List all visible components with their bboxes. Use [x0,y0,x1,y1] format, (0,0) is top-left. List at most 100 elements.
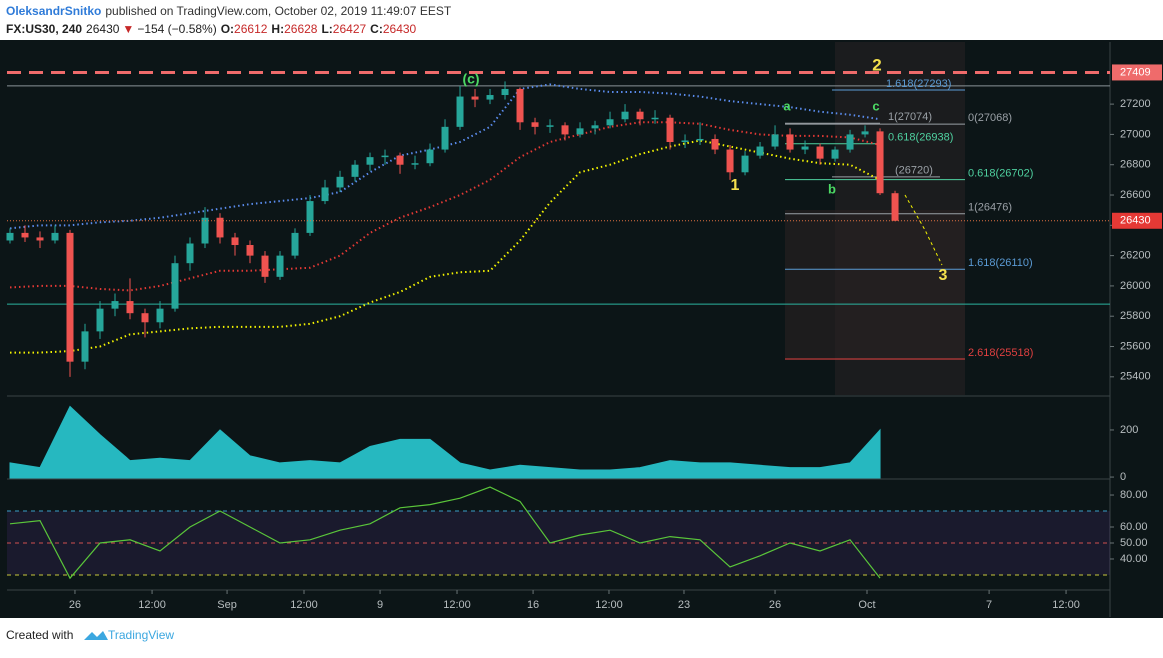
candle-body [576,128,584,135]
candle-body [651,117,659,120]
fib-label: 2.618(25518) [968,347,1033,359]
candle-body [336,176,344,188]
rsi-line [9,486,881,580]
candle-body [6,232,14,241]
candle-body [366,157,374,165]
fib-label: 0.618(26938) [888,132,953,144]
candle-body [666,117,674,142]
y-tick-label: 26200 [1120,250,1151,262]
candle-body [36,237,44,241]
x-tick-label: 9 [377,599,383,611]
candle-body [126,301,134,314]
candle-body [771,134,779,147]
candle-body [441,126,449,150]
fib-label: 1(27074) [888,111,932,123]
y-tick-label: 26800 [1120,159,1151,171]
open: 26612 [234,22,268,36]
y-tick-label: 27000 [1120,128,1151,140]
candle-body [876,131,884,194]
candle-body [726,149,734,173]
projection-path [904,194,943,266]
candle-body [471,96,479,100]
y-tick-label: 25800 [1120,310,1151,322]
price-label: 27409 [1120,66,1151,78]
symbol: FX:US30, 240 [6,22,82,36]
candle-body [546,125,554,127]
moving-average [9,83,881,230]
last: 26430 [86,22,120,36]
candle-body [141,313,149,323]
candle-body [396,155,404,165]
footer-brand[interactable]: TradingView [108,628,174,642]
oscillator-area [9,405,881,479]
candle-body [321,187,329,202]
fib-label: (26720) [895,165,933,177]
wave-label: 3 [939,267,948,284]
y-tick-label: 26600 [1120,189,1151,201]
wave-label: 2 [872,55,881,74]
x-tick-label: 12:00 [1052,599,1080,611]
candle-body [96,308,104,332]
candle-body [231,237,239,246]
candle-body [201,217,209,244]
y-tick-label: 25600 [1120,340,1151,352]
candle-body [861,131,869,135]
candle-body [846,134,854,150]
y-tick-label: 26000 [1120,280,1151,292]
last-price-box [1112,212,1162,229]
candle-body [801,146,809,150]
x-tick-label: Oct [858,599,875,611]
candle-body [636,111,644,120]
x-tick-label: 23 [678,599,690,611]
candle-body [591,125,599,129]
x-tick-label: 7 [986,599,992,611]
y-tick-label: 27200 [1120,98,1151,110]
candle-body [531,122,539,127]
author: OleksandrSnitko [6,4,101,18]
close: 26430 [383,22,417,36]
wave-label: a [783,98,791,113]
high: 26628 [284,22,318,36]
x-tick-label: 26 [69,599,81,611]
candle-body [426,149,434,164]
y-tick-label: 200 [1120,424,1138,436]
candle-body [456,96,464,127]
candle-body [561,125,569,135]
chart-background [0,40,1163,618]
wave-label: (c) [462,71,479,87]
o-label: O: [221,22,234,36]
candle-body [156,308,164,323]
candle-body [306,201,314,233]
h-label: H: [271,22,284,36]
candle-body [891,193,899,221]
y-tick-label: 0 [1120,471,1126,483]
x-tick-label: 12:00 [138,599,166,611]
x-tick-label: 12:00 [443,599,471,611]
brand-logo [84,631,108,640]
fib-label: 1(26476) [968,202,1012,214]
candle-body [681,140,689,142]
fib-label: 1.618(27293) [886,78,951,90]
wave-label: b [828,181,836,196]
symbol-line: FX:US30, 240 26430 ▼ −154 (−0.58%) O:26612 H:… [6,22,417,36]
y-tick-label: 60.00 [1120,521,1148,533]
candle-body [831,149,839,159]
published: published on TradingView.com, October 02… [105,4,451,18]
rsi-band [7,511,1110,575]
x-tick-label: Sep [217,599,237,611]
wave-label: 1 [731,177,740,194]
arrow: ▼ [122,22,134,36]
candle-body [111,301,119,309]
candle-body [786,134,794,150]
candle-body [711,138,719,150]
fib-label: 0.618(26702) [968,167,1033,179]
candle-body [741,155,749,173]
candle-body [411,163,419,165]
candle-body [171,263,179,309]
candle-body [246,245,254,256]
candle-body [756,146,764,156]
y-tick-label: 40.00 [1120,553,1148,565]
